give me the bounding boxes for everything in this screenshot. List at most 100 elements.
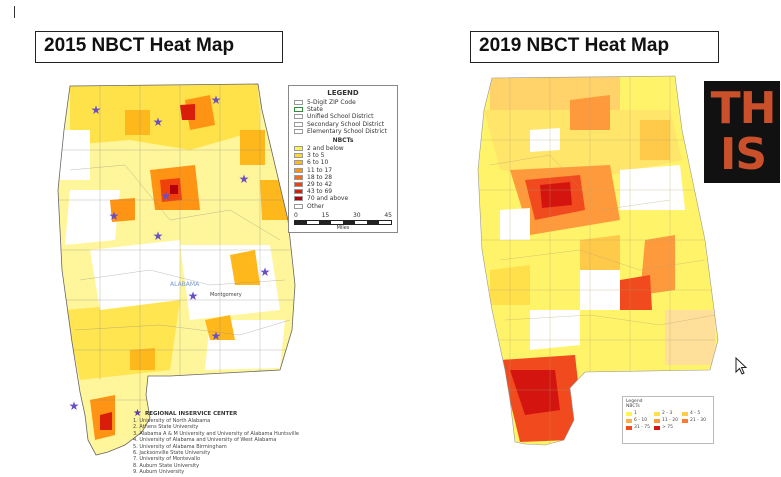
legend-class-label: 1 [634, 411, 637, 416]
legend-class-1: 3 to 5 [294, 152, 392, 159]
secondary-swatch-icon [294, 121, 303, 127]
elementary-swatch-icon [294, 128, 303, 134]
text-cursor [14, 6, 15, 18]
legend-class-3: 11 to 17 [294, 167, 392, 174]
state-name-label: ALABAMA [170, 281, 200, 288]
legend-2019-class-2: 4 - 5 [682, 411, 710, 416]
legend-class-label: 6 - 10 [634, 418, 648, 423]
legend-2019-class-6: 31 - 75 [626, 425, 654, 430]
legend-swatch-icon [294, 167, 303, 173]
legend-boundary-zip: 5-Digit ZIP Code [294, 99, 392, 106]
legend-swatch-icon [626, 418, 632, 423]
legend-2019-class-1: 2 - 3 [654, 411, 682, 416]
legend-swatch-icon [294, 196, 303, 202]
legend-2019-class-5: 21 - 30 [682, 418, 710, 423]
legend-swatch-icon [682, 418, 688, 423]
montgomery-label: Montgomery [210, 292, 242, 298]
legend-swatch-icon [654, 418, 660, 423]
legend-class-label: 2 - 3 [662, 411, 673, 416]
legend-class-8: Other [294, 202, 392, 210]
rsc-star-10-icon: ★ [211, 329, 222, 343]
legend-swatch-icon [626, 411, 632, 416]
rsc-star-3-icon: ★ [211, 93, 222, 107]
legend-class-0: 2 and below [294, 145, 392, 152]
legend-boundary-secondary: Secondary School District [294, 121, 392, 128]
rsc-item: 5. University of Alabama Birmingham [133, 443, 227, 450]
legend-swatch-icon [626, 425, 632, 430]
rsc-item: 2. Athens State University [133, 424, 199, 431]
map-title-2019: 2019 NBCT Heat Map [470, 31, 719, 63]
legend-2019-class-4: 11 - 20 [654, 418, 682, 423]
rsc-item: 9. Auburn University [133, 469, 185, 476]
rsc-star-6-icon: ★ [239, 172, 250, 186]
alabama-map-2015: ★ ★ ★ ★ ★ ★ ★ ★ ★ ★ ★ ALABAMA Montgomery [57, 83, 296, 456]
alabama-map-2019 [477, 75, 719, 446]
legend-swatch-icon [294, 160, 303, 166]
star-icon: ★ [133, 408, 142, 419]
logo-image: TH IS [704, 81, 780, 183]
legend-class-6: 43 to 69 [294, 188, 392, 195]
legend-class-label: Other [307, 202, 325, 210]
legend-class-label: 31 - 75 [634, 425, 650, 430]
legend-swatch-icon [654, 425, 660, 430]
logo-text-line-2: IS [719, 129, 767, 180]
legend-swatch-icon [294, 189, 303, 195]
legend-swatch-icon [294, 203, 303, 209]
rsc-star-11-icon: ★ [69, 399, 80, 413]
legend-2019-title: Legend [626, 399, 643, 404]
scale-ticks: 0 15 30 45 [294, 211, 392, 219]
rsc-star-8-icon: ★ [260, 265, 271, 279]
legend-title: LEGEND [327, 89, 359, 97]
legend-swatch-icon [294, 146, 303, 152]
rsc-star-4-icon: ★ [161, 189, 172, 203]
legend-class-label: 3 to 5 [307, 152, 325, 160]
legend-class-5: 29 to 42 [294, 181, 392, 188]
rsc-item: 4. University of Alabama and University … [133, 437, 277, 444]
rsc-item: 6. Jacksonville State University [133, 450, 211, 457]
logo-text-line-1: TH [710, 83, 777, 134]
legend-2019-class-0: 1 [626, 411, 654, 416]
legend-class-label: 18 to 28 [307, 173, 333, 181]
legend-class-label: 43 to 69 [307, 188, 333, 196]
rsc-heading: ★ REGIONAL INSERVICE CENTER [133, 408, 238, 419]
map-title-2015: 2015 NBCT Heat Map [35, 31, 283, 63]
legend-2015: LEGEND 5-Digit ZIP Code State Unified Sc… [288, 85, 398, 233]
legend-boundary-state: State [294, 106, 392, 113]
zip-swatch-icon [294, 100, 303, 106]
legend-class-label: 11 - 20 [662, 418, 678, 423]
scale-unit: Miles [336, 224, 350, 231]
rsc-star-2-icon: ★ [153, 115, 164, 129]
legend-swatch-icon [654, 411, 660, 416]
mouse-pointer-icon [735, 357, 748, 375]
legend-class-label: 70 and above [307, 195, 349, 203]
unified-swatch-icon [294, 114, 303, 120]
legend-class-label: > 75 [662, 425, 673, 430]
legend-class-label: 6 to 10 [307, 159, 329, 167]
legend-subtitle: NBCTs [332, 136, 354, 144]
rsc-items: 1. University of North Alabama 2. Athens … [133, 418, 333, 476]
rsc-star-1-icon: ★ [91, 103, 102, 117]
legend-2019-class-7: > 75 [654, 425, 682, 430]
legend-boundary-unified: Unified School District [294, 113, 392, 120]
rsc-list: ★ REGIONAL INSERVICE CENTER 1. University… [133, 408, 333, 476]
legend-2019-class-3: 6 - 10 [626, 418, 654, 423]
legend-swatch-icon [294, 174, 303, 180]
legend-class-label: 11 to 17 [307, 166, 333, 174]
state-swatch-icon [294, 107, 303, 113]
legend-class-2: 6 to 10 [294, 159, 392, 166]
legend-class-label: 21 - 30 [690, 418, 706, 423]
legend-2019-subtitle: NBCTs [626, 404, 640, 409]
rsc-star-7-icon: ★ [153, 229, 164, 243]
legend-class-4: 18 to 28 [294, 174, 392, 181]
rsc-item: 3. Alabama A & M University and Universi… [133, 430, 299, 437]
rsc-item: 1. University of North Alabama [133, 418, 211, 424]
legend-swatch-icon [294, 181, 303, 187]
rsc-star-9-icon: ★ [188, 289, 199, 303]
legend-class-label: 2 and below [307, 145, 344, 153]
rsc-item: 7. University of Montevallo [133, 456, 201, 463]
legend-swatch-icon [294, 153, 303, 159]
legend-class-7: 70 and above [294, 195, 392, 202]
legend-2019: Legend NBCTs 1 2 - 3 4 - 5 6 - 10 11 - 20 21 … [622, 396, 714, 444]
rsc-star-5-icon: ★ [109, 209, 120, 223]
